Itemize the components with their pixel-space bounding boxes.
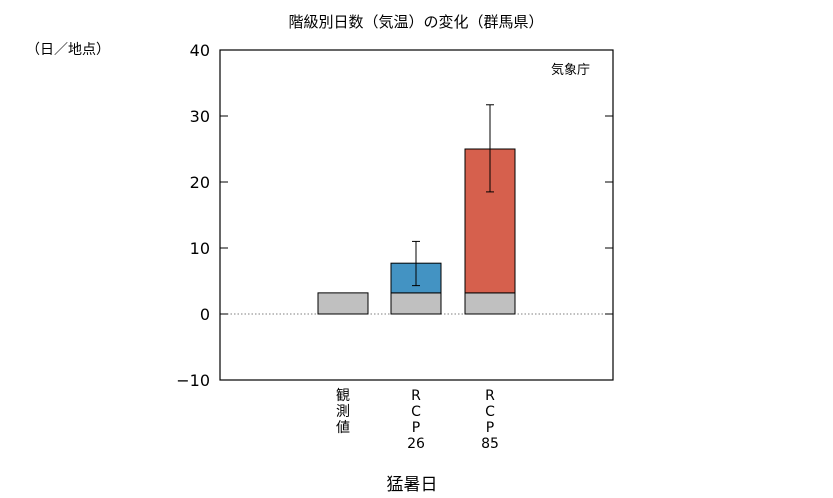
y-tick-label: 10 xyxy=(190,239,210,258)
bar-observed-base xyxy=(317,292,369,315)
x-category-label: C xyxy=(485,404,495,420)
chart-title: 階級別日数（気温）の変化（群馬県） xyxy=(288,13,543,31)
y-tick-label: −10 xyxy=(176,371,210,390)
y-tick-label: 40 xyxy=(190,41,210,60)
y-tick-label: 0 xyxy=(200,305,210,324)
x-axis-label: 猛暑日 xyxy=(387,475,438,495)
y-tick-label: 20 xyxy=(190,173,210,192)
x-category-label: 値 xyxy=(336,420,350,436)
x-category-label: R xyxy=(485,388,495,404)
x-category-label: 観 xyxy=(336,387,350,404)
x-category-label: 測 xyxy=(336,404,350,420)
x-category-label: P xyxy=(486,420,494,436)
x-category-label: P xyxy=(412,420,420,436)
bar-observed-base xyxy=(390,292,442,315)
x-category-label: 26 xyxy=(407,436,425,452)
x-category-label: R xyxy=(411,388,421,404)
source-label: 気象庁 xyxy=(551,62,590,78)
x-category-label: C xyxy=(411,404,421,420)
x-category-label: 85 xyxy=(481,436,499,452)
y-tick-label: 30 xyxy=(190,107,210,126)
y-axis-unit-label: （日／地点） xyxy=(26,42,110,58)
bar-observed-base xyxy=(464,292,516,315)
plot-frame xyxy=(219,49,614,381)
